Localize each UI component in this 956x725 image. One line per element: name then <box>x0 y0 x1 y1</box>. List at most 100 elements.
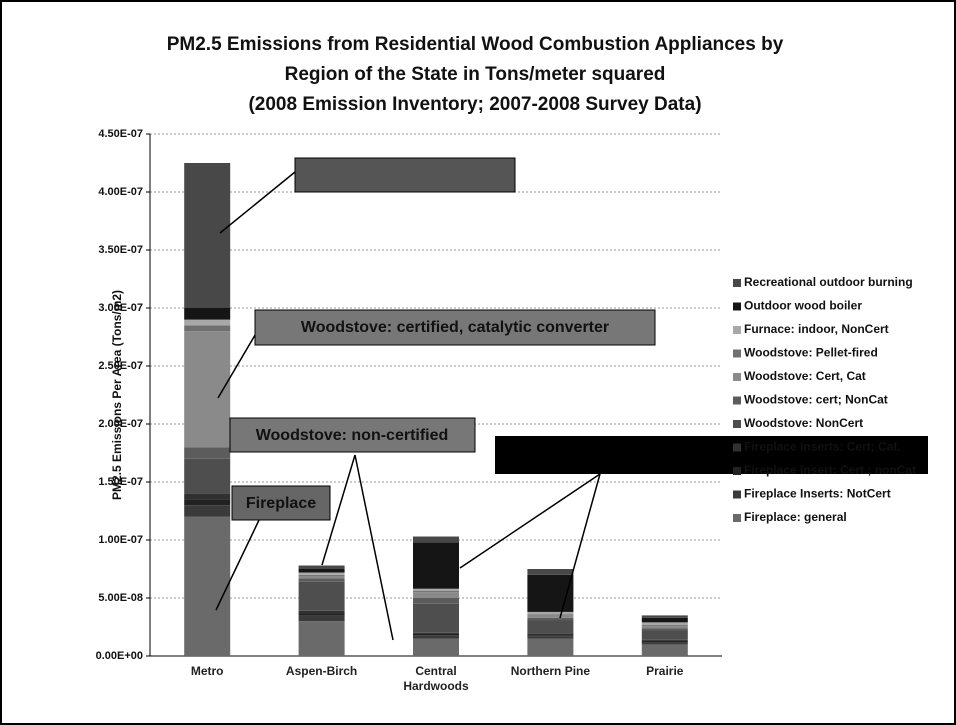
bar-segment <box>641 615 688 618</box>
y-axis-label: PM2.5 Emissions Per Area (Tons/m2) <box>110 290 124 500</box>
bar-segment <box>527 611 574 615</box>
legend-label: Fireplace: general <box>744 510 847 524</box>
legend-label: Woodstove: Pellet-fired <box>744 346 878 360</box>
bar-segment <box>413 542 459 589</box>
arrow <box>321 454 356 566</box>
annotation-text: Fireplace <box>246 495 316 512</box>
bar-segment <box>641 624 688 626</box>
y-tick-label: 0.00E+00 <box>96 650 143 662</box>
bar-segment <box>641 639 688 641</box>
annotations: Woodstove: certified, catalytic converte… <box>215 157 928 641</box>
bar-segment <box>527 574 574 612</box>
bar-segment <box>184 319 231 326</box>
bar-segment <box>527 620 574 634</box>
bar-segment <box>184 447 231 459</box>
bar-segment <box>298 581 345 611</box>
bar-segment <box>413 632 459 634</box>
y-tick-label: 3.50E-07 <box>98 244 143 256</box>
legend-label: Recreational outdoor burning <box>744 275 913 289</box>
legend-swatch <box>733 396 741 405</box>
legend-swatch <box>733 326 741 334</box>
y-tick-label: 2.50E-07 <box>98 360 143 372</box>
legend-swatch <box>733 443 741 452</box>
y-tick-label: 1.00E-07 <box>98 534 143 546</box>
arrow <box>559 473 601 619</box>
bar-segment <box>298 578 345 582</box>
annotation-box <box>229 417 476 453</box>
bar-segment <box>298 569 345 573</box>
bar-segment <box>527 615 574 618</box>
bar-segment <box>413 598 459 604</box>
bar-segment <box>527 614 574 616</box>
bar-segment <box>184 308 231 320</box>
y-tick-label: 1.50E-07 <box>98 476 143 488</box>
y-tick-label: 4.50E-07 <box>98 128 143 140</box>
chart-title: PM2.5 Emissions from Residential Wood Co… <box>167 34 784 55</box>
chart-title: (2008 Emission Inventory; 2007-2008 Surv… <box>248 94 701 115</box>
legend-swatch <box>733 514 741 522</box>
legend-label: Woodstove: Cert, Cat <box>744 369 866 383</box>
legend-swatch <box>733 467 741 475</box>
bar-segment <box>298 572 345 575</box>
annotation-text: Woodstove: non-certified <box>256 427 449 444</box>
legend-swatch <box>733 279 741 287</box>
bar-segment <box>641 640 688 643</box>
bar-segment <box>184 458 231 494</box>
bar-segment <box>527 569 574 575</box>
annotation-box <box>495 436 928 474</box>
chart-title: Region of the State in Tons/meter square… <box>285 64 666 85</box>
bar-segment <box>184 163 231 308</box>
bar-segment <box>413 635 459 639</box>
x-tick-label: Aspen-Birch <box>285 664 358 678</box>
y-tick-label: 3.00E-07 <box>98 302 143 314</box>
arrow <box>219 171 296 234</box>
arrow <box>217 329 259 399</box>
arrow <box>459 473 601 569</box>
bar-segment <box>184 493 231 500</box>
legend-label: Outdoor wood boiler <box>744 299 862 313</box>
x-tick-label: Northern Pine <box>510 664 591 678</box>
bar-segment <box>298 575 345 579</box>
annotation-box <box>231 485 331 521</box>
annotation-box <box>254 309 656 346</box>
bar-segment <box>298 574 345 576</box>
bar-segment <box>413 592 459 598</box>
bar-segment <box>413 591 459 593</box>
bar-segment <box>641 617 688 623</box>
bar-segment <box>641 625 688 629</box>
bar-segment <box>527 636 574 639</box>
bar-segment <box>413 588 459 592</box>
bar-segment <box>298 615 345 622</box>
legend-label: Woodstove: cert; NonCat <box>744 393 888 407</box>
annotation-box <box>294 157 516 193</box>
bar-segment <box>527 633 574 636</box>
legend-label: Woodstove: NonCert <box>744 416 863 430</box>
bar-segment <box>184 499 231 506</box>
bar-segment <box>184 516 231 656</box>
arrow <box>354 454 394 641</box>
bar-segment <box>413 536 459 543</box>
legend-label: Fireplace Insert: Cert.; nonCat <box>744 463 916 477</box>
legend-label: Fireplace Inserts: NotCert <box>744 487 891 501</box>
x-tick-label: Metro <box>190 664 224 678</box>
bar-segment <box>298 613 345 616</box>
bar-segment <box>298 621 345 656</box>
legend-label: Furnace: indoor, NonCert <box>744 322 889 336</box>
arrow <box>215 517 261 611</box>
legend-swatch <box>733 349 741 358</box>
bar-segment <box>184 325 231 332</box>
legend-swatch <box>733 302 741 311</box>
bar-segment <box>641 628 688 631</box>
bar-segment <box>413 633 459 636</box>
x-tick-label: Central Hardwoods <box>403 664 469 693</box>
bar-segment <box>527 635 574 637</box>
bar-segment <box>298 565 345 569</box>
bar-segment <box>527 617 574 621</box>
legend-swatch <box>733 373 741 381</box>
annotation-text: Woodstove: certified, catalytic converte… <box>301 319 609 336</box>
y-tick-label: 5.00E-08 <box>98 592 143 604</box>
legend-swatch <box>733 490 741 499</box>
